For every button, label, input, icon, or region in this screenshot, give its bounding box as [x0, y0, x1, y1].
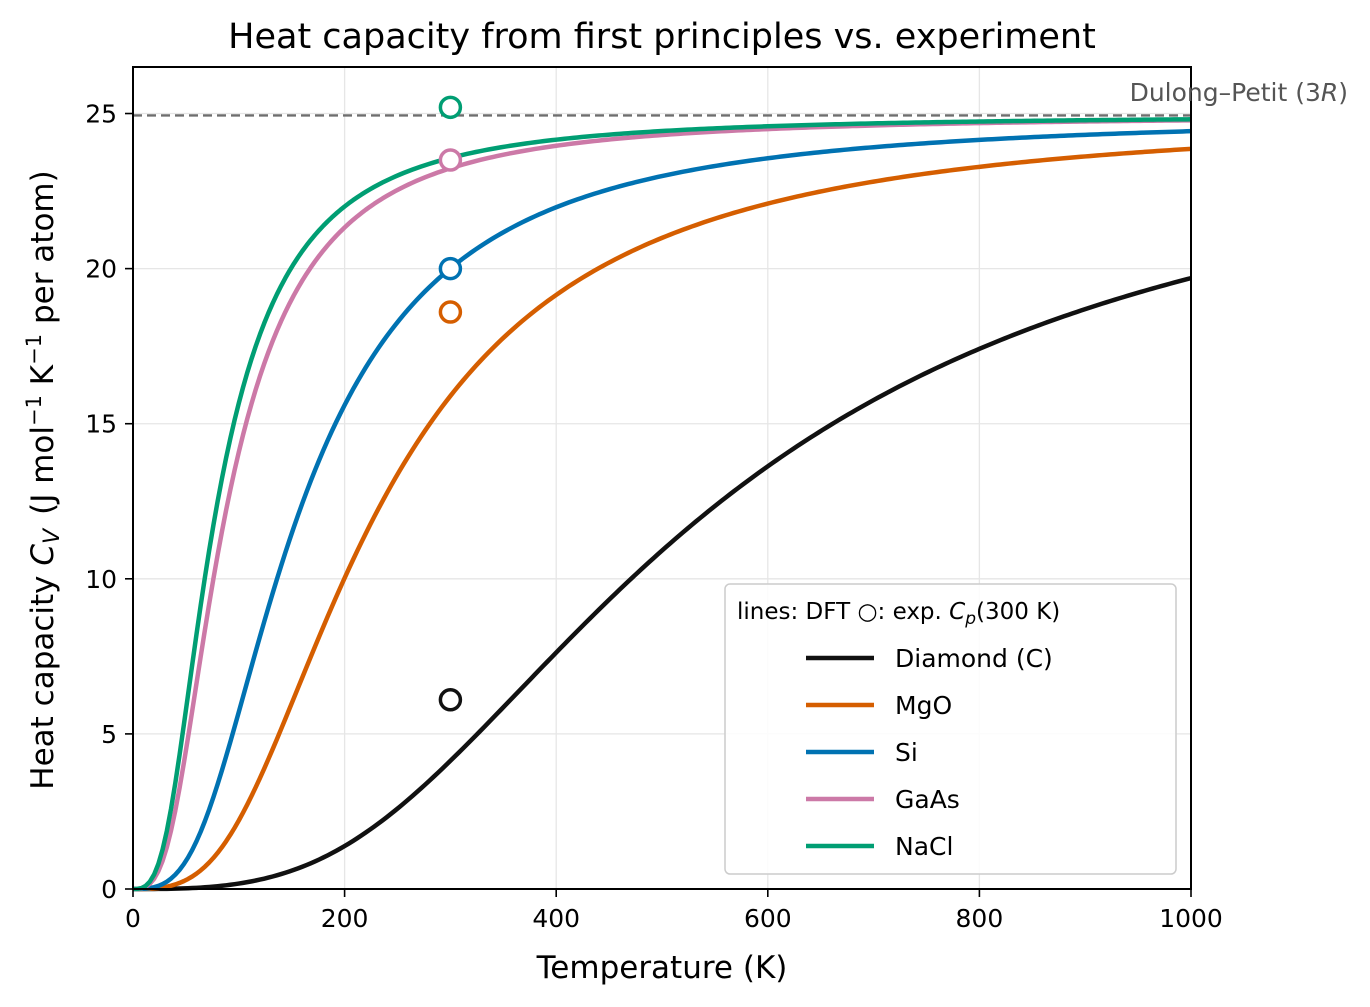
exp-marker-si: [438, 256, 463, 281]
chart-title: Heat capacity from first principles vs. …: [228, 17, 1096, 57]
legend-entries: Diamond (C) MgO Si GaAs NaCl: [806, 644, 1053, 861]
legend-title: lines: DFT ○: exp. Cp(300 K): [737, 599, 1060, 629]
legend-label: Si: [895, 738, 918, 767]
dulong-petit-label-b: ): [1338, 78, 1348, 107]
series-line-nacl: [132, 117, 1192, 892]
x-tick-label: 600: [744, 904, 792, 933]
y-tick-label: 10: [85, 565, 117, 594]
y-tick-label: 20: [85, 255, 117, 284]
exp-marker-mgo: [438, 300, 463, 324]
series-lines: [132, 117, 1192, 892]
y-tick-label: 15: [85, 410, 117, 439]
legend-title-symbol: C: [949, 599, 965, 625]
legend-label: NaCl: [895, 832, 953, 861]
experimental-markers: [438, 95, 463, 712]
legend-label: MgO: [895, 691, 952, 720]
y-axis-label-units-b: K: [25, 364, 61, 395]
legend-title-a: lines: DFT ○: exp.: [737, 599, 949, 625]
x-axis-ticks: 0 200 400 600 800 1000: [125, 889, 1223, 933]
y-axis-label-units-sup2: −1: [22, 334, 46, 365]
series-line-mgo: [133, 146, 1192, 892]
y-axis-label-symbol: C: [25, 544, 61, 566]
legend-title-sub: p: [964, 609, 976, 629]
dulong-petit-label-symbol: R: [1321, 78, 1338, 107]
legend: lines: DFT ○: exp. Cp(300 K) Diamond (C)…: [724, 583, 1177, 875]
exp-marker-nacl: [438, 95, 463, 120]
plot-frame: [132, 66, 1192, 890]
y-axis-label-units-c: per atom): [25, 170, 61, 334]
exp-marker-diamond-c: [438, 688, 463, 712]
y-axis-label-main: Heat capacity: [25, 566, 61, 790]
x-tick-label: 200: [321, 904, 369, 933]
y-tick-label: 25: [85, 100, 117, 129]
legend-label: GaAs: [895, 785, 960, 814]
dulong-petit-label-a: Dulong–Petit (3: [1130, 78, 1321, 107]
y-axis-label-units-sup1: −1: [22, 395, 46, 426]
x-tick-label: 0: [125, 904, 141, 933]
legend-label: Diamond (C): [895, 644, 1053, 673]
y-tick-label: 0: [101, 875, 117, 904]
series-line-si: [132, 128, 1192, 892]
legend-title-b: (300 K): [976, 599, 1060, 625]
x-tick-label: 800: [956, 904, 1004, 933]
legend-box: [724, 583, 1177, 875]
y-axis-label-units-a: (J mol: [25, 426, 61, 515]
x-axis-label: Temperature (K): [536, 950, 788, 986]
y-axis-label-symbol-sub: V: [40, 527, 65, 544]
y-tick-label: 5: [101, 720, 117, 749]
y-axis-ticks: 0 5 10 15 20 25: [85, 100, 133, 904]
y-axis-label: Heat capacity CV(J mol−1 K−1 per atom): [22, 170, 65, 789]
x-tick-label: 400: [532, 904, 580, 933]
exp-marker-gaas: [438, 148, 463, 172]
x-tick-label: 1000: [1159, 904, 1223, 933]
series-line-diamond-c: [133, 275, 1192, 892]
dulong-petit-label: Dulong–Petit (3R): [1130, 78, 1348, 107]
